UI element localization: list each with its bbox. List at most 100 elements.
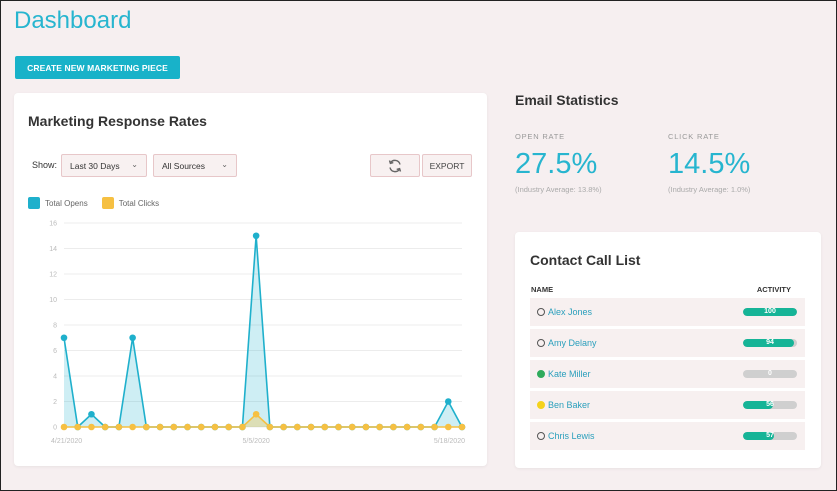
status-dot-icon <box>537 308 545 316</box>
x-tick-label: 5/18/2020 <box>434 438 465 445</box>
activity-value: 57 <box>766 432 774 439</box>
data-point-opens <box>252 232 260 240</box>
activity-bar-fill <box>743 308 797 316</box>
data-point-clicks <box>143 423 150 431</box>
data-point-clicks <box>101 423 109 431</box>
x-tick-label: 4/21/2020 <box>51 438 82 445</box>
open-rate-value: 27.5% <box>515 148 598 180</box>
data-point-clicks <box>417 423 425 431</box>
legend-item-clicks[interactable]: Total Clicks <box>101 197 159 209</box>
data-point-clicks <box>458 423 466 431</box>
status-dot-icon <box>537 401 545 409</box>
y-tick-label: 10 <box>49 297 57 304</box>
data-point-clicks <box>321 423 329 431</box>
contact-name-link[interactable]: Amy Delany <box>548 338 597 348</box>
data-point-clicks <box>60 423 68 431</box>
contact-call-list-title: Contact Call List <box>530 252 641 268</box>
response-rate-chart: 0 2 4 6 8 10 12 14 16 4/21/2020 5/5/2020 5/18/2020 <box>49 221 466 445</box>
contact-row[interactable]: Amy Delany 94 <box>530 329 805 357</box>
data-point-clicks <box>211 423 219 431</box>
data-point-clicks <box>335 423 342 431</box>
export-button[interactable]: EXPORT <box>422 154 472 177</box>
activity-column-header: ACTIVITY <box>756 285 791 294</box>
contact-row[interactable]: Chris Lewis 57 <box>530 422 805 450</box>
data-point-clicks <box>294 423 301 431</box>
marketing-response-card: Marketing Response Rates Show: Last 30 D… <box>14 93 487 466</box>
y-tick-label: 6 <box>53 348 57 355</box>
activity-value: 94 <box>766 339 774 346</box>
data-point-clicks <box>239 423 246 431</box>
activity-value: 56 <box>766 401 774 408</box>
contact-row[interactable]: Kate Miller 0 <box>530 360 805 388</box>
chart-legend: Total Opens Total Clicks <box>28 197 159 209</box>
data-point-clicks <box>307 423 315 431</box>
data-point-clicks <box>444 423 452 431</box>
contact-rows: Alex Jones 100 Amy Delany 94 Kate Miller… <box>530 298 805 453</box>
activity-bar-fill <box>743 432 774 440</box>
chevron-down-icon: ⌄ <box>131 160 138 169</box>
status-dot-icon <box>537 339 545 347</box>
name-column-header: NAME <box>531 285 554 294</box>
open-rate-note: (Industry Average: 13.8%) <box>515 185 602 194</box>
click-rate-note: (Industry Average: 1.0%) <box>668 185 751 194</box>
y-tick-label: 8 <box>53 323 57 330</box>
activity-bar: 56 <box>743 401 797 409</box>
contact-name-link[interactable]: Ben Baker <box>548 400 591 410</box>
data-point-clicks <box>115 423 123 431</box>
y-tick-label: 0 <box>53 425 57 432</box>
period-select[interactable]: Last 30 Days ⌄ <box>61 154 147 177</box>
data-point-clicks <box>362 423 370 431</box>
data-point-clicks <box>197 423 205 431</box>
activity-bar: 100 <box>743 308 797 316</box>
open-rate-label: OPEN RATE <box>515 132 565 141</box>
legend-item-opens[interactable]: Total Opens <box>28 197 88 209</box>
data-point-opens <box>444 398 452 405</box>
y-tick-label: 12 <box>49 272 57 279</box>
y-tick-label: 16 <box>49 221 57 228</box>
source-select[interactable]: All Sources ⌄ <box>153 154 237 177</box>
page-title: Dashboard <box>14 7 132 34</box>
period-select-value: Last 30 Days <box>70 160 120 171</box>
refresh-icon <box>388 159 402 172</box>
activity-bar: 57 <box>743 432 797 440</box>
data-point-clicks <box>403 423 411 431</box>
create-marketing-piece-button[interactable]: CREATE NEW MARKETING PIECE <box>15 56 180 79</box>
activity-bar-fill <box>743 339 794 347</box>
data-point-clicks <box>156 423 164 431</box>
contact-name-link[interactable]: Alex Jones <box>548 307 593 317</box>
data-point-opens <box>129 334 136 342</box>
y-tick-label: 2 <box>53 399 57 406</box>
contact-row[interactable]: Alex Jones 100 <box>530 298 805 326</box>
data-point-opens <box>88 410 95 418</box>
x-tick-label: 5/5/2020 <box>243 438 270 445</box>
data-point-clicks <box>266 423 274 431</box>
click-rate-label: CLICK RATE <box>668 132 720 141</box>
activity-value: 0 <box>768 370 772 377</box>
data-point-opens <box>60 334 68 342</box>
data-point-clicks <box>225 423 232 431</box>
y-tick-label: 4 <box>53 374 57 381</box>
click-rate-stat: CLICK RATE 14.5% (Industry Average: 1.0%… <box>668 132 750 194</box>
email-statistics-title: Email Statistics <box>515 92 619 108</box>
refresh-button[interactable] <box>370 154 420 177</box>
chevron-down-icon: ⌄ <box>221 160 228 169</box>
contact-call-list-card: Contact Call List NAME ACTIVITY Alex Jon… <box>515 232 821 468</box>
data-point-clicks <box>376 423 383 431</box>
contact-row[interactable]: Ben Baker 56 <box>530 391 805 419</box>
data-point-clicks <box>252 410 260 418</box>
legend-swatch-clicks <box>101 197 114 209</box>
legend-label-opens: Total Opens <box>45 198 88 208</box>
show-label: Show: <box>32 160 58 170</box>
activity-value: 100 <box>764 308 776 315</box>
contact-name-link[interactable]: Chris Lewis <box>548 431 595 441</box>
data-point-clicks <box>88 423 95 431</box>
y-tick-label: 14 <box>49 246 57 253</box>
activity-bar-fill <box>743 401 774 409</box>
data-point-clicks <box>184 423 191 431</box>
open-rate-stat: OPEN RATE 27.5% (Industry Average: 13.8%… <box>515 132 602 194</box>
data-point-clicks <box>280 423 287 431</box>
marketing-response-title: Marketing Response Rates <box>28 113 207 129</box>
data-point-clicks <box>390 423 397 431</box>
status-dot-icon <box>537 370 545 378</box>
contact-name-link[interactable]: Kate Miller <box>548 369 591 379</box>
